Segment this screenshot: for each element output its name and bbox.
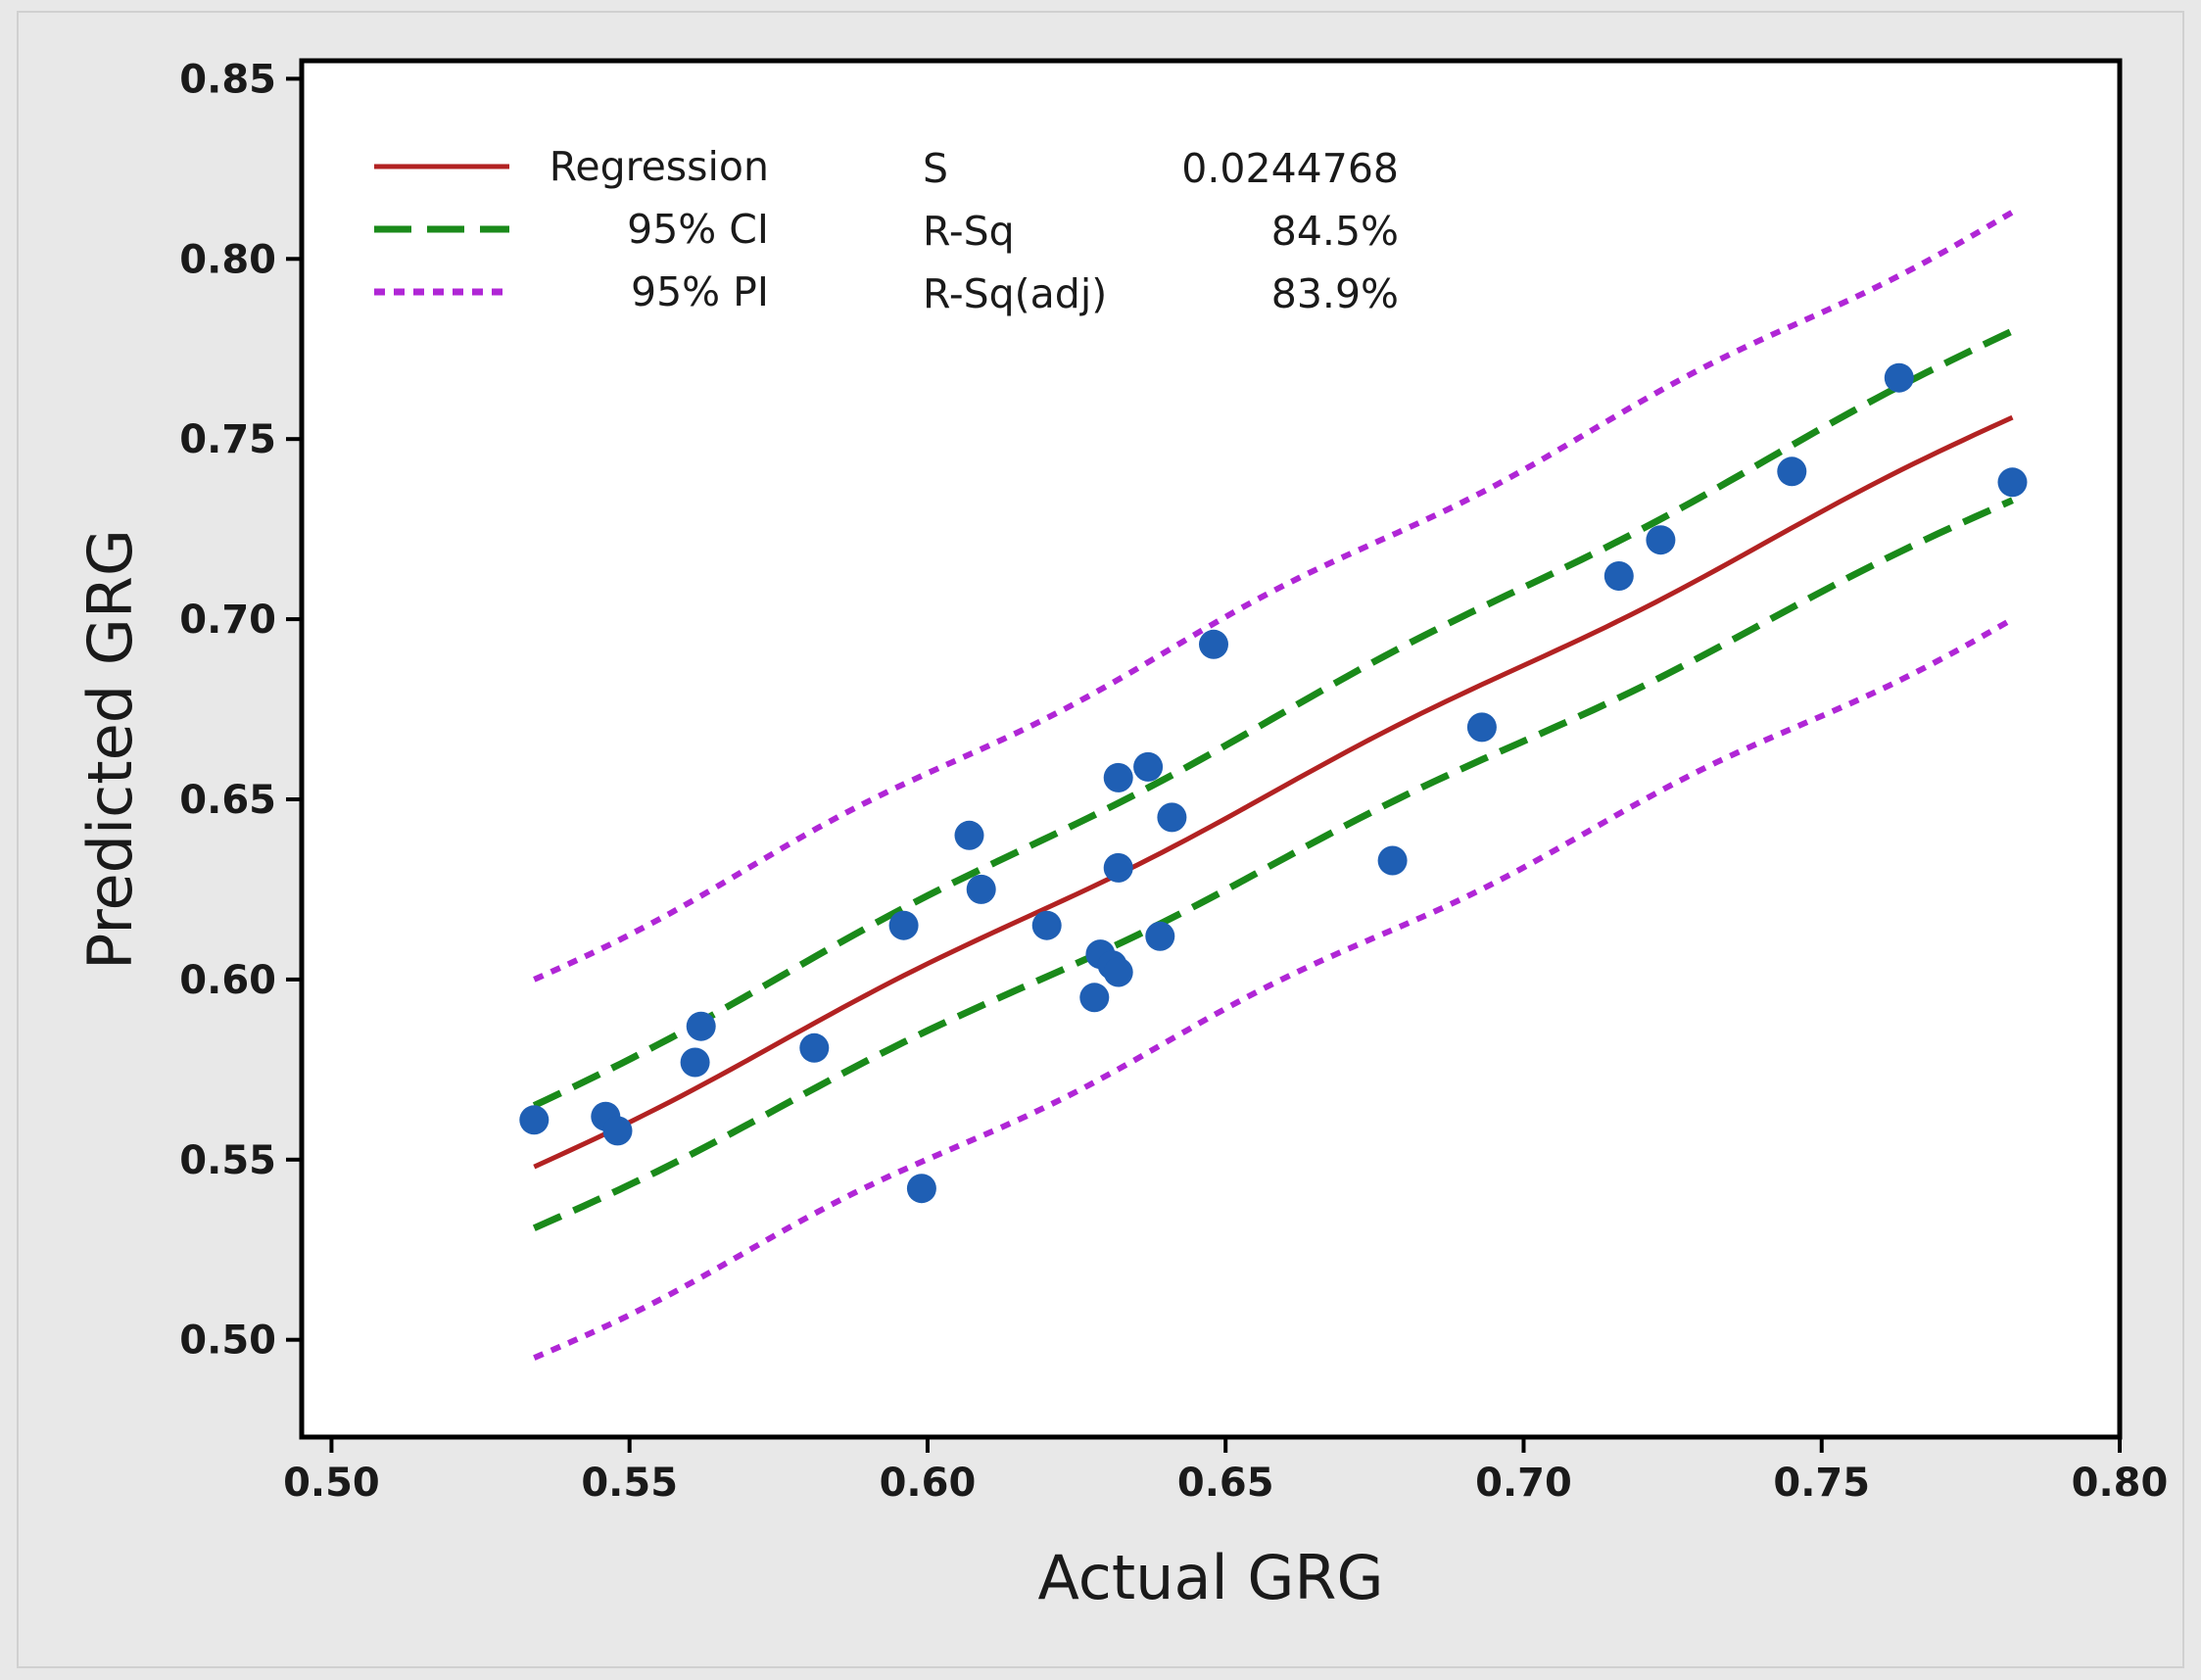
data-point (1145, 921, 1175, 951)
data-point (1079, 983, 1110, 1013)
data-point (954, 820, 984, 850)
x-tick-label: 0.70 (1475, 1461, 1572, 1506)
data-point (686, 1011, 716, 1041)
fit-lines (532, 209, 2015, 1361)
data-point (1603, 561, 1634, 591)
x-tick-label: 0.55 (581, 1461, 678, 1506)
axes: 0.50 0.55 0.60 0.65 0.70 0.75 0.80 0.50 0.55 0.60… (179, 57, 2168, 1506)
data-point (1103, 852, 1133, 883)
data-point (1031, 910, 1062, 940)
stat-value: 0.0244768 (1181, 145, 1399, 192)
y-tick-label: 0.60 (179, 958, 276, 1003)
data-point (906, 1174, 936, 1204)
stat-label: R-Sq(adj) (923, 270, 1107, 317)
legend-label-ci: 95% CI (627, 206, 769, 253)
data-point (519, 1105, 550, 1135)
y-tick-label: 0.85 (179, 57, 276, 102)
data-point (1103, 957, 1133, 987)
legend-label-pi: 95% PI (631, 268, 769, 315)
regression-line (533, 414, 2014, 1170)
ci-lower-line (532, 497, 2014, 1231)
y-tick-label: 0.70 (179, 598, 276, 643)
data-point (1646, 525, 1676, 555)
y-tick-label: 0.65 (179, 778, 276, 823)
pi-lower-line (533, 616, 2014, 1361)
data-point (888, 910, 919, 940)
data-point (1157, 802, 1187, 833)
data-point (1997, 467, 2028, 498)
data-point (1133, 751, 1164, 782)
y-axis-title: Predicted GRG (74, 529, 146, 970)
stat-label: S (923, 145, 948, 192)
outer-frame-edge (17, 11, 2184, 1668)
y-tick-label: 0.55 (179, 1138, 276, 1183)
x-tick-label: 0.80 (2072, 1461, 2169, 1506)
x-tick-label: 0.75 (1773, 1461, 1870, 1506)
data-point (1884, 362, 1914, 393)
legend-label-regression: Regression (550, 143, 769, 190)
stat-value: 84.5% (1271, 208, 1399, 255)
data-point (1377, 845, 1408, 876)
stat-label: R-Sq (923, 208, 1015, 255)
data-point (1199, 629, 1228, 659)
data-point (966, 874, 996, 904)
x-tick-label: 0.60 (880, 1461, 977, 1506)
data-point (1466, 712, 1497, 743)
y-tick-label: 0.80 (179, 237, 276, 282)
data-point (799, 1032, 830, 1063)
ci-upper-line (532, 327, 2014, 1109)
x-tick-label: 0.65 (1177, 1461, 1274, 1506)
data-point (602, 1116, 633, 1146)
stat-value: 83.9% (1271, 270, 1399, 317)
data-point (680, 1047, 710, 1078)
data-point (1103, 762, 1133, 792)
x-tick-label: 0.50 (283, 1461, 380, 1506)
data-point (1777, 456, 1807, 487)
legend: Regression 95% CI 95% PI S 0.0244768 R-Sq 84.5… (374, 143, 1399, 317)
data-points (519, 362, 2028, 1204)
x-axis-title: Actual GRG (1037, 1542, 1383, 1613)
y-tick-label: 0.50 (179, 1319, 276, 1364)
y-tick-label: 0.75 (179, 417, 276, 462)
plot-area (299, 58, 2123, 1440)
